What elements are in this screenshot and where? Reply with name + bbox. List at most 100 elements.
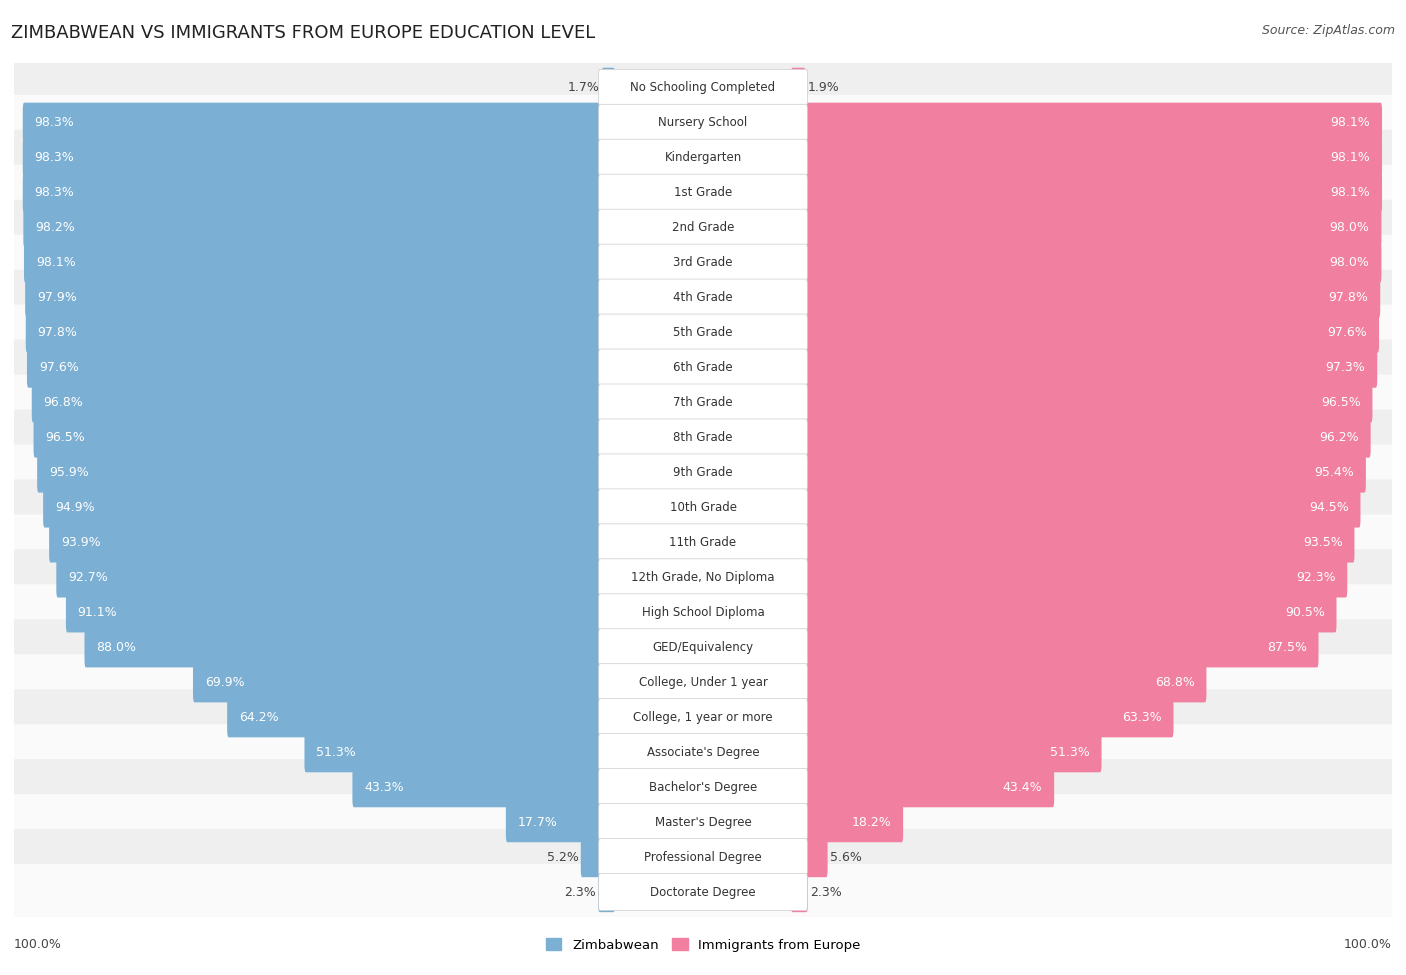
FancyBboxPatch shape	[22, 173, 614, 213]
FancyBboxPatch shape	[13, 760, 1393, 815]
Text: 93.5%: 93.5%	[1303, 536, 1343, 549]
FancyBboxPatch shape	[792, 243, 1382, 283]
FancyBboxPatch shape	[13, 619, 1393, 676]
Text: 92.3%: 92.3%	[1296, 570, 1336, 584]
Text: 3rd Grade: 3rd Grade	[673, 256, 733, 269]
FancyBboxPatch shape	[792, 312, 1379, 353]
FancyBboxPatch shape	[599, 559, 807, 596]
FancyBboxPatch shape	[56, 557, 614, 598]
Text: 96.8%: 96.8%	[44, 396, 83, 410]
Text: 18.2%: 18.2%	[852, 816, 891, 829]
FancyBboxPatch shape	[792, 837, 828, 878]
Text: 97.6%: 97.6%	[39, 361, 79, 374]
Text: 5.6%: 5.6%	[830, 850, 862, 864]
Text: 5.2%: 5.2%	[547, 850, 579, 864]
FancyBboxPatch shape	[13, 270, 1393, 326]
FancyBboxPatch shape	[193, 662, 614, 702]
Text: 97.6%: 97.6%	[1327, 326, 1367, 339]
Text: 97.8%: 97.8%	[1329, 292, 1368, 304]
Text: 97.9%: 97.9%	[37, 292, 77, 304]
FancyBboxPatch shape	[66, 592, 614, 633]
FancyBboxPatch shape	[599, 349, 807, 386]
FancyBboxPatch shape	[792, 278, 1381, 318]
Text: 17.7%: 17.7%	[517, 816, 558, 829]
Text: 4th Grade: 4th Grade	[673, 292, 733, 304]
FancyBboxPatch shape	[792, 347, 1378, 388]
FancyBboxPatch shape	[792, 627, 1319, 668]
FancyBboxPatch shape	[25, 312, 614, 353]
Text: 43.4%: 43.4%	[1002, 781, 1042, 794]
FancyBboxPatch shape	[599, 874, 807, 911]
Text: 2.3%: 2.3%	[810, 885, 842, 899]
FancyBboxPatch shape	[353, 767, 614, 807]
FancyBboxPatch shape	[13, 515, 1393, 570]
Text: Kindergarten: Kindergarten	[665, 151, 741, 164]
FancyBboxPatch shape	[792, 872, 808, 913]
Text: 51.3%: 51.3%	[316, 746, 356, 759]
FancyBboxPatch shape	[581, 837, 614, 878]
FancyBboxPatch shape	[792, 767, 1054, 807]
FancyBboxPatch shape	[25, 278, 614, 318]
Text: 90.5%: 90.5%	[1285, 605, 1324, 619]
Text: 98.1%: 98.1%	[1330, 116, 1371, 130]
Text: GED/Equivalency: GED/Equivalency	[652, 641, 754, 654]
Legend: Zimbabwean, Immigrants from Europe: Zimbabwean, Immigrants from Europe	[540, 933, 866, 956]
FancyBboxPatch shape	[792, 557, 1347, 598]
FancyBboxPatch shape	[49, 523, 614, 563]
Text: 68.8%: 68.8%	[1154, 676, 1195, 688]
FancyBboxPatch shape	[13, 864, 1393, 920]
FancyBboxPatch shape	[599, 488, 807, 526]
Text: 43.3%: 43.3%	[364, 781, 404, 794]
FancyBboxPatch shape	[792, 662, 1206, 702]
Text: 98.1%: 98.1%	[35, 256, 76, 269]
Text: 93.9%: 93.9%	[60, 536, 101, 549]
Text: 88.0%: 88.0%	[97, 641, 136, 654]
FancyBboxPatch shape	[13, 689, 1393, 745]
FancyBboxPatch shape	[34, 417, 614, 457]
Text: 2nd Grade: 2nd Grade	[672, 221, 734, 234]
FancyBboxPatch shape	[599, 699, 807, 736]
FancyBboxPatch shape	[792, 102, 1382, 143]
FancyBboxPatch shape	[27, 347, 614, 388]
FancyBboxPatch shape	[32, 382, 614, 423]
FancyBboxPatch shape	[599, 175, 807, 212]
Text: Master's Degree: Master's Degree	[655, 816, 751, 829]
Text: 87.5%: 87.5%	[1267, 641, 1306, 654]
Text: Associate's Degree: Associate's Degree	[647, 746, 759, 759]
FancyBboxPatch shape	[599, 454, 807, 491]
FancyBboxPatch shape	[506, 802, 614, 842]
Text: 96.5%: 96.5%	[45, 431, 86, 444]
FancyBboxPatch shape	[13, 339, 1393, 396]
Text: 100.0%: 100.0%	[1344, 938, 1392, 951]
FancyBboxPatch shape	[599, 244, 807, 281]
Text: Professional Degree: Professional Degree	[644, 850, 762, 864]
Text: 98.0%: 98.0%	[1330, 221, 1369, 234]
Text: 95.4%: 95.4%	[1315, 466, 1354, 479]
Text: 6th Grade: 6th Grade	[673, 361, 733, 374]
FancyBboxPatch shape	[792, 173, 1382, 213]
FancyBboxPatch shape	[792, 697, 1174, 737]
Text: ZIMBABWEAN VS IMMIGRANTS FROM EUROPE EDUCATION LEVEL: ZIMBABWEAN VS IMMIGRANTS FROM EUROPE EDU…	[11, 24, 596, 42]
FancyBboxPatch shape	[599, 314, 807, 351]
FancyBboxPatch shape	[22, 102, 614, 143]
FancyBboxPatch shape	[792, 802, 903, 842]
Text: 92.7%: 92.7%	[67, 570, 108, 584]
Text: 98.3%: 98.3%	[35, 151, 75, 164]
FancyBboxPatch shape	[599, 733, 807, 770]
Text: 64.2%: 64.2%	[239, 711, 278, 723]
Text: Doctorate Degree: Doctorate Degree	[650, 885, 756, 899]
FancyBboxPatch shape	[13, 410, 1393, 465]
FancyBboxPatch shape	[599, 104, 807, 141]
FancyBboxPatch shape	[599, 803, 807, 840]
FancyBboxPatch shape	[599, 594, 807, 631]
FancyBboxPatch shape	[24, 243, 614, 283]
FancyBboxPatch shape	[44, 488, 614, 527]
Text: 97.3%: 97.3%	[1326, 361, 1365, 374]
FancyBboxPatch shape	[13, 724, 1393, 780]
FancyBboxPatch shape	[13, 165, 1393, 220]
FancyBboxPatch shape	[13, 549, 1393, 605]
Text: 51.3%: 51.3%	[1050, 746, 1090, 759]
Text: 2.3%: 2.3%	[564, 885, 596, 899]
FancyBboxPatch shape	[792, 592, 1337, 633]
Text: 98.3%: 98.3%	[35, 116, 75, 130]
